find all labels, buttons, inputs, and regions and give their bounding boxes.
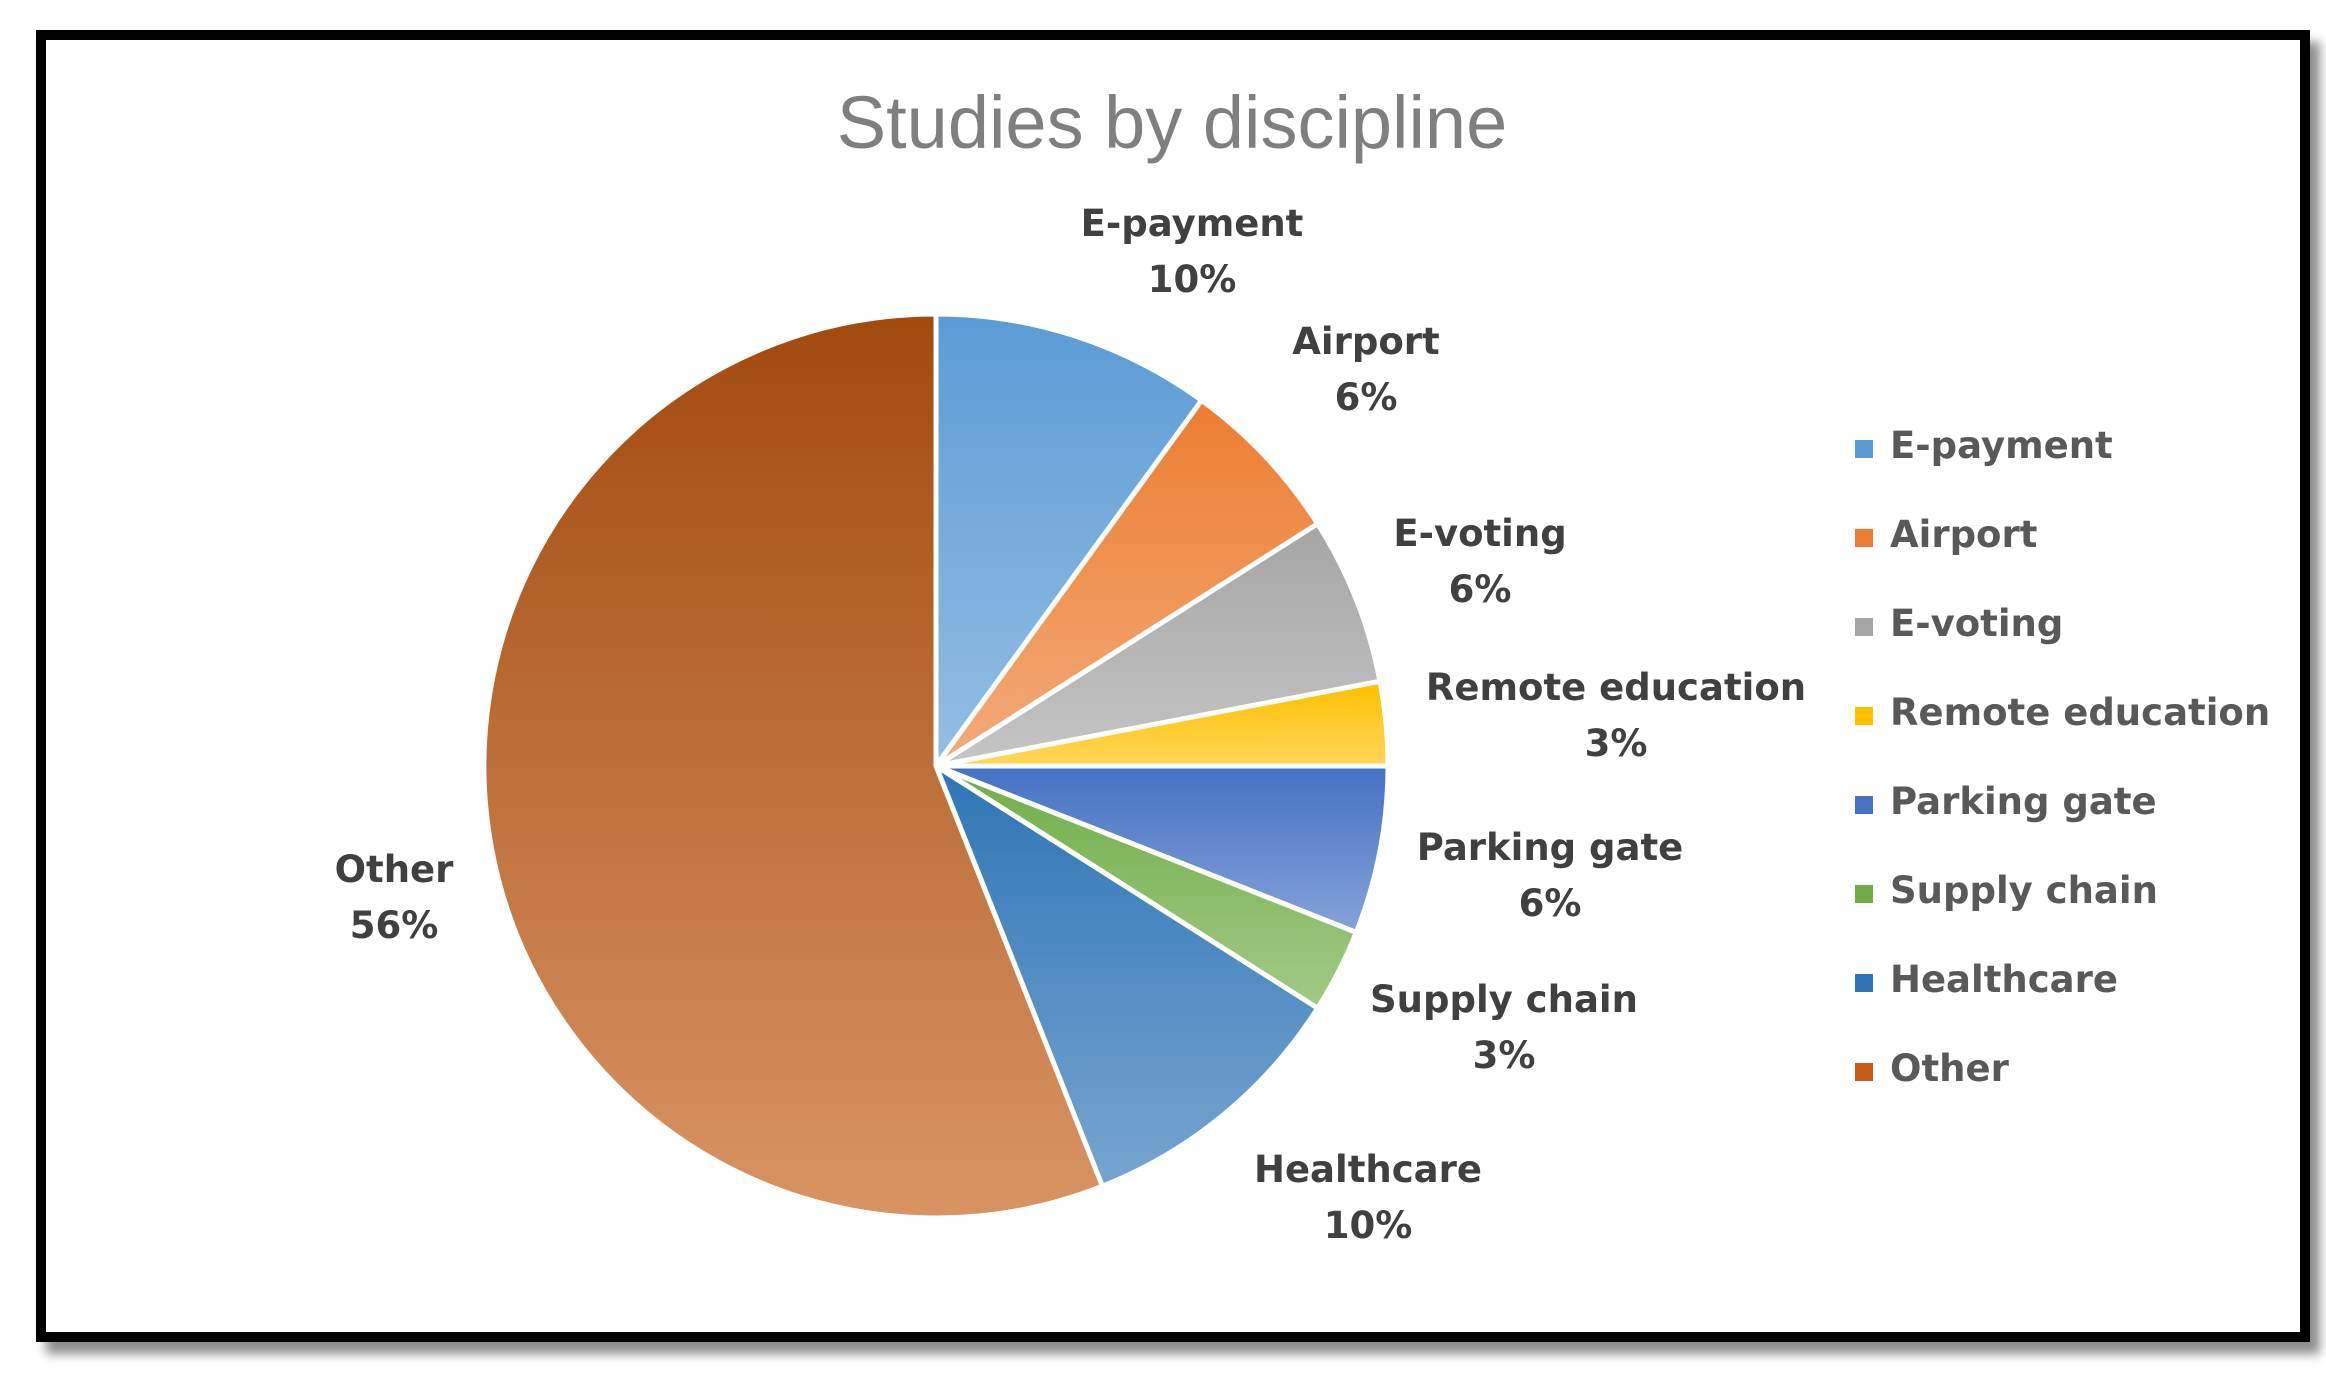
pie-slice-e-payment bbox=[933, 311, 1205, 769]
pie-slices bbox=[481, 311, 1391, 1221]
data-label-other: Other 56% bbox=[335, 848, 455, 947]
pie-slice-parking-gate bbox=[933, 763, 1391, 935]
data-label-airport: Airport 6% bbox=[1292, 320, 1439, 419]
data-label-parking-gate: Parking gate 6% bbox=[1417, 826, 1684, 925]
pie-slice-other bbox=[481, 311, 1105, 1221]
legend-label-airport: Airport bbox=[1890, 513, 2037, 556]
legend-label-parking-gate: Parking gate bbox=[1890, 780, 2157, 823]
legend-label-healthcare: Healthcare bbox=[1890, 958, 2118, 1001]
legend-label-other: Other bbox=[1890, 1047, 2010, 1090]
data-label-healthcare: Healthcare 10% bbox=[1254, 1148, 1482, 1247]
pie-slice-airport bbox=[933, 397, 1321, 769]
chart-title: Studies by discipline bbox=[837, 81, 1507, 164]
legend-swatch-e-voting bbox=[1855, 618, 1873, 636]
legend: E-payment Airport E-voting Remote education… bbox=[1855, 424, 2270, 1090]
pie-slice-healthcare bbox=[933, 763, 1321, 1189]
pie-slice-e-voting bbox=[933, 521, 1383, 769]
legend-label-supply-chain: Supply chain bbox=[1890, 869, 2158, 912]
legend-label-e-payment: E-payment bbox=[1890, 424, 2113, 467]
legend-swatch-supply-chain bbox=[1855, 885, 1873, 903]
data-label-supply-chain: Supply chain 3% bbox=[1370, 978, 1638, 1077]
data-label-remote-education: Remote education 3% bbox=[1426, 666, 1806, 765]
legend-swatch-other bbox=[1855, 1063, 1873, 1081]
legend-swatch-airport bbox=[1855, 529, 1873, 547]
legend-label-remote-education: Remote education bbox=[1890, 691, 2270, 734]
legend-label-e-voting: E-voting bbox=[1890, 602, 2063, 645]
legend-swatch-remote-education bbox=[1855, 707, 1873, 725]
legend-swatch-parking-gate bbox=[1855, 796, 1873, 814]
legend-swatch-e-payment bbox=[1855, 440, 1873, 458]
data-labels: E-payment 10% Airport 6% E-voting 6% Remote ed… bbox=[335, 202, 1807, 1247]
data-label-e-payment: E-payment 10% bbox=[1081, 202, 1304, 301]
legend-swatch-healthcare bbox=[1855, 974, 1873, 992]
data-label-e-voting: E-voting 6% bbox=[1393, 512, 1566, 611]
